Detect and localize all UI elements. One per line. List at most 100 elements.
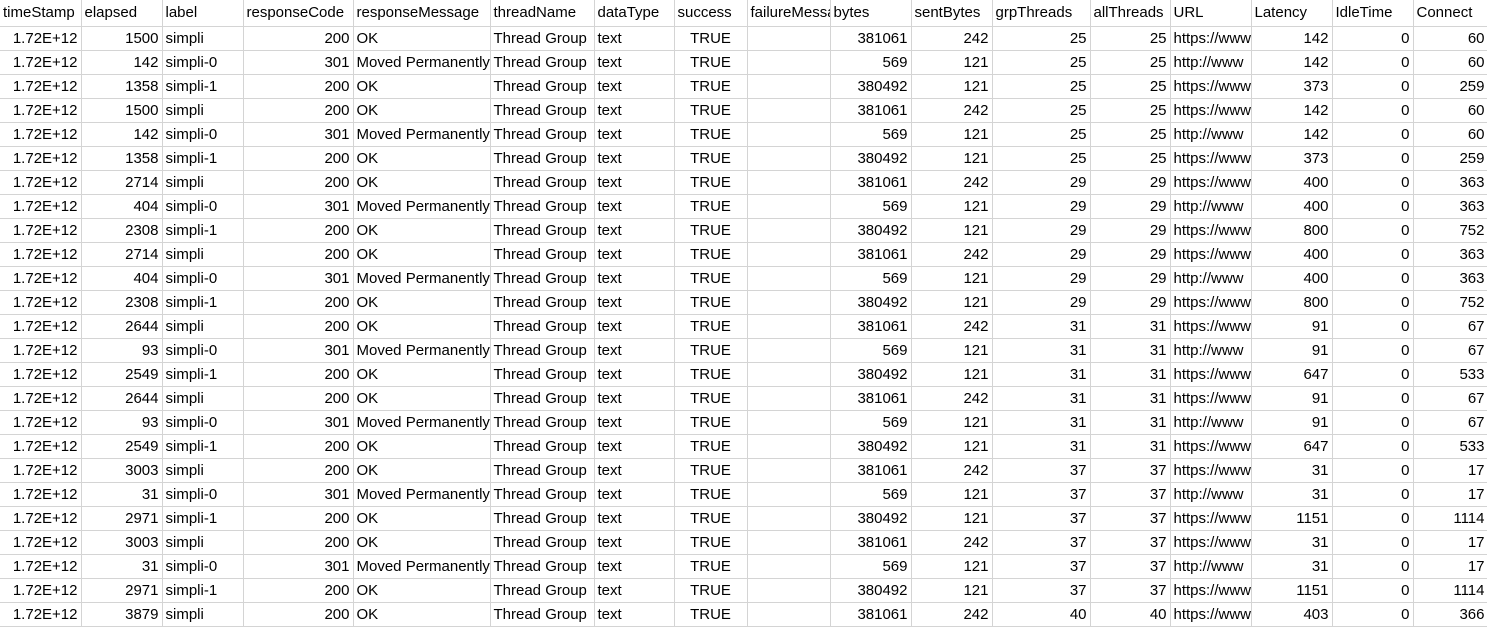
cell[interactable]: https://www <box>1170 170 1252 195</box>
cell[interactable]: Thread Group <box>490 146 595 171</box>
cell[interactable]: text <box>594 26 675 51</box>
cell[interactable]: TRUE <box>674 578 748 603</box>
cell[interactable]: https://www <box>1170 602 1252 627</box>
cell[interactable]: 91 <box>1251 386 1333 411</box>
cell[interactable]: simpli <box>162 242 244 267</box>
column-header-cell[interactable]: failureMessage <box>747 0 831 27</box>
cell[interactable]: TRUE <box>674 458 748 483</box>
cell[interactable]: 37 <box>1090 482 1171 507</box>
cell[interactable]: Thread Group <box>490 362 595 387</box>
cell[interactable]: 2971 <box>81 506 163 531</box>
cell[interactable]: 0 <box>1332 242 1414 267</box>
cell[interactable]: 381061 <box>830 170 912 195</box>
cell[interactable]: 301 <box>243 266 354 291</box>
cell[interactable]: 301 <box>243 410 354 435</box>
cell[interactable]: 1.72E+12 <box>0 122 82 147</box>
cell[interactable]: 242 <box>911 26 993 51</box>
cell[interactable]: https://www <box>1170 26 1252 51</box>
cell[interactable]: Moved Permanently <box>353 122 491 147</box>
cell[interactable]: 37 <box>1090 506 1171 531</box>
cell[interactable] <box>747 410 831 435</box>
cell[interactable]: Moved Permanently <box>353 410 491 435</box>
cell[interactable]: http://www <box>1170 410 1252 435</box>
cell[interactable]: text <box>594 554 675 579</box>
cell[interactable]: Thread Group <box>490 434 595 459</box>
cell[interactable]: 37 <box>992 458 1091 483</box>
cell[interactable]: simpli-0 <box>162 122 244 147</box>
cell[interactable]: 1.72E+12 <box>0 194 82 219</box>
cell[interactable]: 121 <box>911 290 993 315</box>
cell[interactable]: 400 <box>1251 170 1333 195</box>
cell[interactable] <box>747 170 831 195</box>
cell[interactable]: text <box>594 386 675 411</box>
cell[interactable]: 29 <box>1090 218 1171 243</box>
cell[interactable]: 1.72E+12 <box>0 386 82 411</box>
cell[interactable]: text <box>594 122 675 147</box>
cell[interactable]: 29 <box>1090 242 1171 267</box>
cell[interactable]: 1.72E+12 <box>0 242 82 267</box>
cell[interactable] <box>747 506 831 531</box>
cell[interactable]: simpli <box>162 458 244 483</box>
cell[interactable]: 37 <box>992 578 1091 603</box>
cell[interactable]: 752 <box>1413 218 1487 243</box>
cell[interactable]: simpli-0 <box>162 554 244 579</box>
cell[interactable]: TRUE <box>674 506 748 531</box>
cell[interactable] <box>747 602 831 627</box>
cell[interactable]: simpli-1 <box>162 362 244 387</box>
cell[interactable]: 31 <box>1090 314 1171 339</box>
cell[interactable] <box>747 290 831 315</box>
cell[interactable]: 31 <box>992 314 1091 339</box>
cell[interactable]: simpli-0 <box>162 338 244 363</box>
cell[interactable]: 31 <box>1251 554 1333 579</box>
cell[interactable]: 0 <box>1332 218 1414 243</box>
cell[interactable]: 200 <box>243 146 354 171</box>
cell[interactable]: 259 <box>1413 146 1487 171</box>
cell[interactable]: text <box>594 218 675 243</box>
cell[interactable]: https://www <box>1170 530 1252 555</box>
cell[interactable]: 242 <box>911 170 993 195</box>
cell[interactable]: 0 <box>1332 314 1414 339</box>
cell[interactable]: 647 <box>1251 434 1333 459</box>
cell[interactable]: simpli-1 <box>162 290 244 315</box>
column-header-cell[interactable]: responseCode <box>243 0 354 27</box>
cell[interactable]: TRUE <box>674 122 748 147</box>
cell[interactable]: text <box>594 410 675 435</box>
cell[interactable]: 25 <box>992 74 1091 99</box>
cell[interactable]: 121 <box>911 74 993 99</box>
cell[interactable]: OK <box>353 506 491 531</box>
cell[interactable]: 301 <box>243 122 354 147</box>
cell[interactable]: 363 <box>1413 170 1487 195</box>
cell[interactable] <box>747 314 831 339</box>
cell[interactable]: 0 <box>1332 554 1414 579</box>
cell[interactable]: simpli-1 <box>162 434 244 459</box>
cell[interactable]: text <box>594 506 675 531</box>
column-header-cell[interactable]: label <box>162 0 244 27</box>
cell[interactable]: 93 <box>81 338 163 363</box>
cell[interactable]: 31 <box>1251 530 1333 555</box>
cell[interactable]: 29 <box>1090 170 1171 195</box>
cell[interactable]: 142 <box>81 50 163 75</box>
cell[interactable]: 200 <box>243 218 354 243</box>
cell[interactable]: 301 <box>243 194 354 219</box>
cell[interactable]: 200 <box>243 98 354 123</box>
cell[interactable]: OK <box>353 362 491 387</box>
cell[interactable]: text <box>594 194 675 219</box>
cell[interactable]: 60 <box>1413 26 1487 51</box>
cell[interactable]: 31 <box>1090 386 1171 411</box>
cell[interactable]: 60 <box>1413 122 1487 147</box>
cell[interactable]: https://www <box>1170 290 1252 315</box>
cell[interactable]: simpli-1 <box>162 578 244 603</box>
cell[interactable]: 380492 <box>830 506 912 531</box>
column-header-cell[interactable]: threadName <box>490 0 595 27</box>
cell[interactable]: 17 <box>1413 530 1487 555</box>
cell[interactable]: simpli <box>162 386 244 411</box>
cell[interactable]: 363 <box>1413 242 1487 267</box>
cell[interactable]: TRUE <box>674 170 748 195</box>
cell[interactable]: 37 <box>992 506 1091 531</box>
cell[interactable]: TRUE <box>674 218 748 243</box>
cell[interactable]: 259 <box>1413 74 1487 99</box>
cell[interactable]: simpli-1 <box>162 506 244 531</box>
cell[interactable]: 29 <box>1090 266 1171 291</box>
cell[interactable]: text <box>594 482 675 507</box>
cell[interactable]: 25 <box>1090 74 1171 99</box>
